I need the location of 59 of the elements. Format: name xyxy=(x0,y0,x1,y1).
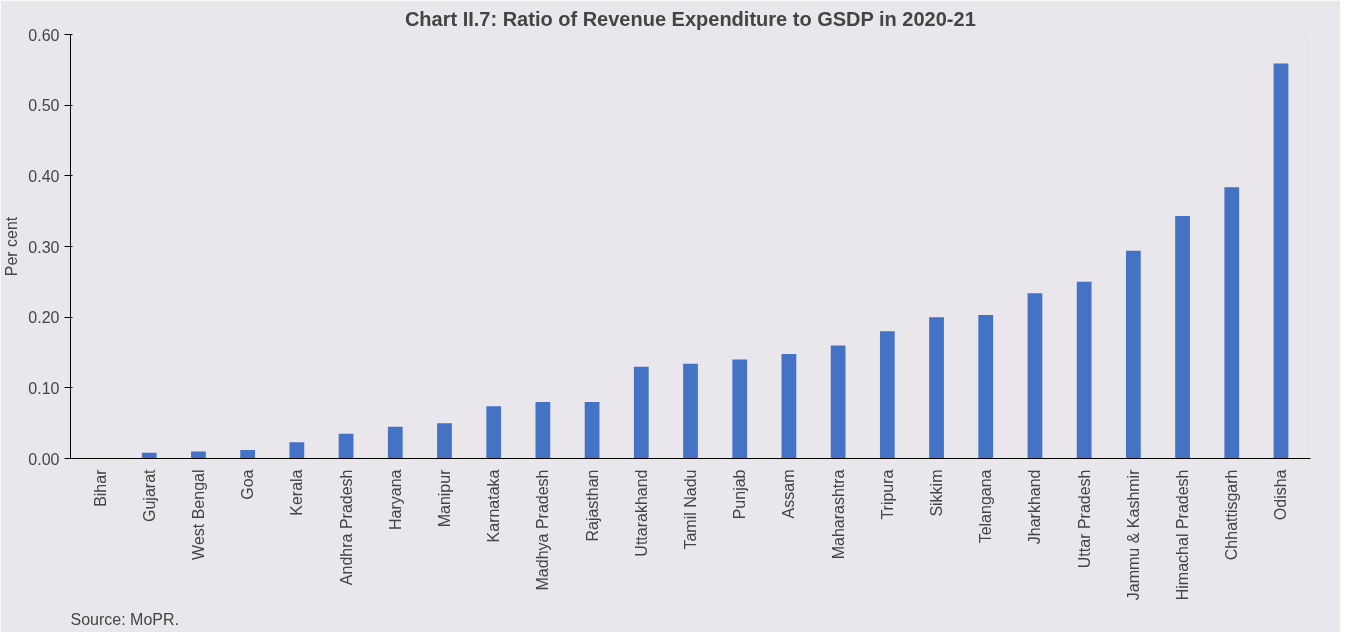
x-tick-label: West Bengal xyxy=(189,469,207,560)
x-tick-label: Sikkim xyxy=(928,469,946,517)
bar xyxy=(1125,250,1141,459)
x-tick-label: Madhya Pradesh xyxy=(534,469,552,591)
y-axis-title: Per cent xyxy=(3,216,21,277)
x-tick-label: Tamil Nadu xyxy=(682,469,699,550)
x-tick-label: Rajasthan xyxy=(583,469,601,542)
y-tick-label: 0.10 xyxy=(28,379,60,397)
bar xyxy=(240,450,256,459)
x-tick-label: Haryana xyxy=(386,469,404,530)
y-tick-label: 0.50 xyxy=(28,97,60,115)
bar xyxy=(338,433,354,459)
bar xyxy=(289,442,305,459)
x-tick-label: Chhattisgarh xyxy=(1223,469,1241,561)
x-tick-label: Assam xyxy=(780,469,798,519)
bar xyxy=(633,366,649,459)
bar xyxy=(1027,293,1043,459)
bar xyxy=(732,359,748,459)
x-tick-label: Tripura xyxy=(878,469,896,520)
bar xyxy=(929,317,944,459)
bar xyxy=(1076,281,1092,459)
y-tick-label: 0.00 xyxy=(28,450,60,468)
bar xyxy=(437,423,452,459)
chart-title: Chart II.7: Ratio of Revenue Expenditure to GSDP in 2020-21 xyxy=(404,7,976,30)
x-tick-label: Jammu & Kashmir xyxy=(1124,468,1142,601)
y-tick-label: 0.20 xyxy=(28,309,60,327)
x-tick-label: Karnataka xyxy=(485,469,503,543)
x-tick-label: Andhra Pradesh xyxy=(337,469,355,586)
x-tick-label: Gujarat xyxy=(140,468,158,522)
y-tick-label: 0.60 xyxy=(28,26,60,44)
bar xyxy=(683,363,698,459)
bar xyxy=(584,401,600,459)
bar xyxy=(387,426,403,459)
x-tick-label: Punjab xyxy=(731,469,749,520)
x-tick-label: Goa xyxy=(239,469,257,500)
x-tick-label: Kerala xyxy=(288,469,306,516)
x-tick-label: Odisha xyxy=(1272,469,1290,521)
x-tick-label: Jharkhand xyxy=(1026,469,1044,545)
bar xyxy=(781,353,797,459)
bar xyxy=(1273,63,1289,459)
x-tick-label: Telangana xyxy=(977,469,995,544)
bar xyxy=(1175,216,1190,459)
bar xyxy=(1224,187,1240,459)
bar xyxy=(978,315,994,459)
x-tick-label: Uttar Pradesh xyxy=(1075,469,1093,569)
bar xyxy=(830,345,846,459)
bar xyxy=(191,451,206,459)
x-tick-label: Uttarakhand xyxy=(632,469,650,557)
bar xyxy=(535,401,551,459)
y-tick-label: 0.30 xyxy=(28,238,60,256)
bar xyxy=(486,406,502,459)
bar xyxy=(879,331,895,459)
x-tick-label: Manipur xyxy=(435,468,453,528)
bar xyxy=(141,452,157,459)
x-tick-label: Himachal Pradesh xyxy=(1174,469,1192,601)
y-tick-label: 0.40 xyxy=(28,167,60,185)
x-tick-label: Bihar xyxy=(91,468,109,507)
source-note: Source: MoPR. xyxy=(70,610,179,628)
x-tick-label: Maharashtra xyxy=(829,469,847,560)
